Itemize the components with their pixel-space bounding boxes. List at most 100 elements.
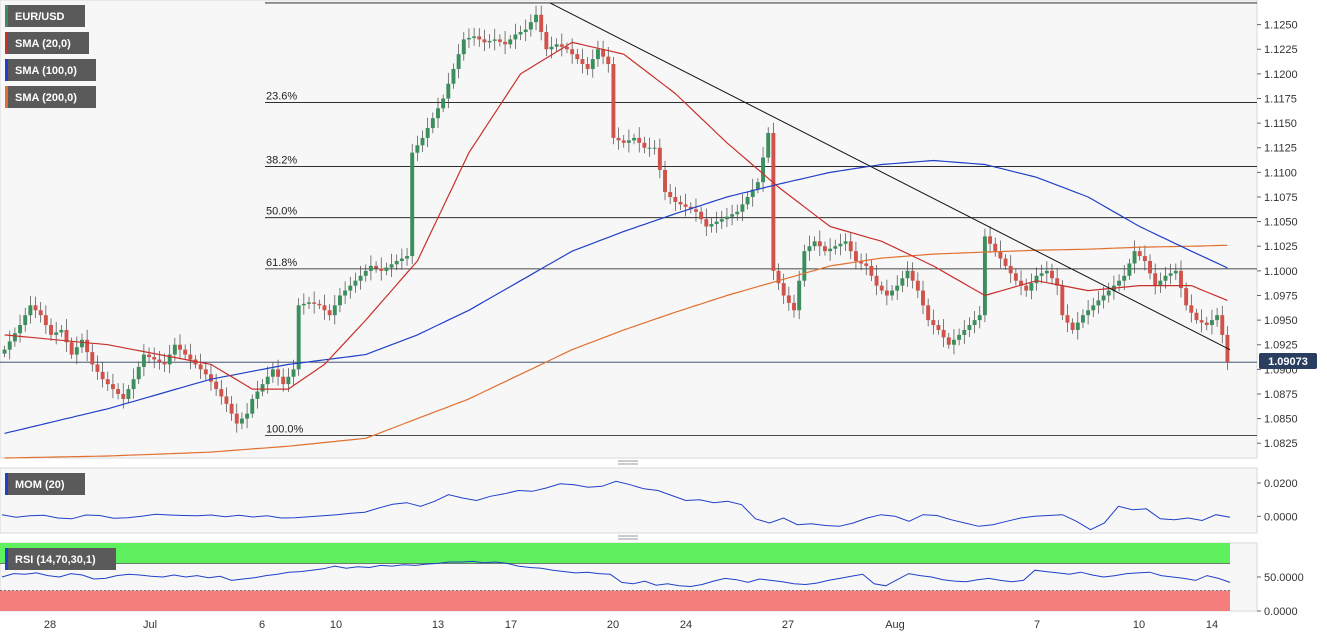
candle-body	[1096, 300, 1101, 306]
main-panel-bg	[0, 0, 1258, 459]
candle-body	[941, 329, 946, 338]
candle	[719, 210, 724, 230]
candle-body	[167, 354, 172, 365]
x-tick-label: 13	[432, 619, 444, 631]
x-tick-label: 14	[1206, 619, 1218, 631]
legend-rsi[interactable]: RSI (14,70,30,1)	[5, 548, 116, 570]
candle-body	[936, 325, 941, 330]
candle-body	[28, 305, 33, 316]
candle-body	[301, 303, 306, 306]
panel-resize-handle-momentum[interactable]	[618, 460, 638, 465]
candle-body	[296, 305, 301, 370]
candle	[998, 240, 1003, 269]
candle-body	[962, 329, 967, 335]
y-tick-label: 1.1025	[1264, 241, 1298, 253]
candle	[281, 368, 286, 392]
main-price-plot: 23.6% 38.2% 50.0% 61.8% 100.0%	[0, 2, 1257, 459]
candle-body	[673, 196, 678, 202]
candle	[167, 344, 172, 374]
candle	[606, 46, 611, 73]
candle	[802, 244, 807, 287]
candle	[740, 194, 745, 222]
legend-eurusd[interactable]: EUR/USD	[5, 5, 85, 27]
candle	[575, 48, 580, 64]
candle-body	[616, 137, 621, 141]
candle	[926, 298, 931, 327]
candle	[80, 333, 84, 353]
y-tick-label: 1.0850	[1264, 414, 1298, 426]
candle-body	[766, 132, 771, 158]
candle-body	[461, 39, 466, 55]
candle-body	[1220, 315, 1225, 335]
candle-body	[518, 32, 523, 35]
candle	[43, 305, 48, 334]
candle	[761, 146, 766, 192]
candle-body	[745, 196, 750, 205]
candle-body	[1106, 290, 1111, 296]
candle-body	[884, 290, 889, 296]
candle-body	[652, 147, 657, 149]
candle-body	[585, 64, 590, 69]
candle-body	[394, 261, 399, 265]
candle-body	[946, 337, 951, 345]
legend-sma20[interactable]: SMA (20,0)	[5, 32, 89, 54]
candle-body	[1013, 273, 1018, 281]
candle	[657, 138, 662, 179]
candle-body	[126, 389, 131, 399]
candle	[136, 361, 141, 385]
x-tick-label: 28	[44, 619, 56, 631]
candle-body	[926, 305, 931, 321]
candle	[626, 129, 631, 153]
candle	[353, 272, 358, 293]
candle	[49, 318, 53, 341]
candle-body	[374, 265, 379, 269]
candle-body	[80, 339, 84, 348]
candle-body	[1091, 305, 1096, 311]
candle-body	[43, 315, 48, 326]
candle	[90, 344, 95, 372]
candle-body	[838, 243, 843, 247]
candle	[59, 324, 64, 337]
axis-labels: 1.08251.08501.08751.09001.09251.09501.09…	[44, 20, 1304, 631]
candle-body	[812, 241, 817, 247]
candle	[585, 57, 590, 76]
y-tick-label: 1.1225	[1264, 44, 1298, 56]
candle-body	[828, 248, 833, 252]
candle	[962, 319, 967, 344]
candle-body	[833, 246, 838, 249]
candle	[337, 287, 342, 313]
candle-body	[724, 216, 729, 220]
candle	[317, 299, 322, 310]
candle	[709, 217, 714, 233]
candle-body	[183, 349, 188, 355]
panel-resize-handle-rsi[interactable]	[618, 535, 638, 540]
candle-body	[110, 384, 115, 390]
candle-body	[497, 39, 502, 42]
candle	[466, 28, 471, 48]
candle	[1096, 291, 1101, 314]
x-tick-label: 7	[1034, 619, 1040, 631]
candle-body	[420, 137, 425, 146]
candle	[286, 368, 291, 392]
candle	[1034, 267, 1039, 291]
candle	[678, 195, 683, 211]
legend-sma200[interactable]: SMA (200,0)	[5, 86, 96, 108]
candle	[534, 5, 538, 31]
candle	[33, 296, 38, 319]
momentum-plot	[1, 480, 1231, 531]
candle-body	[281, 376, 286, 385]
candle	[425, 117, 430, 148]
candle-body	[1137, 251, 1142, 257]
y-tick-label: 1.0875	[1264, 389, 1298, 401]
mom-tick-label: 0.0000	[1264, 511, 1298, 523]
candle-body	[1179, 270, 1183, 289]
candle-body	[451, 68, 456, 84]
legend-sma100[interactable]: SMA (100,0)	[5, 59, 96, 81]
candle-body	[2, 349, 7, 354]
candle	[730, 204, 735, 226]
legend-momentum[interactable]: MOM (20)	[5, 473, 85, 495]
candle	[379, 257, 384, 281]
candle	[343, 281, 348, 304]
candle-body	[270, 369, 275, 377]
candle	[941, 319, 946, 348]
